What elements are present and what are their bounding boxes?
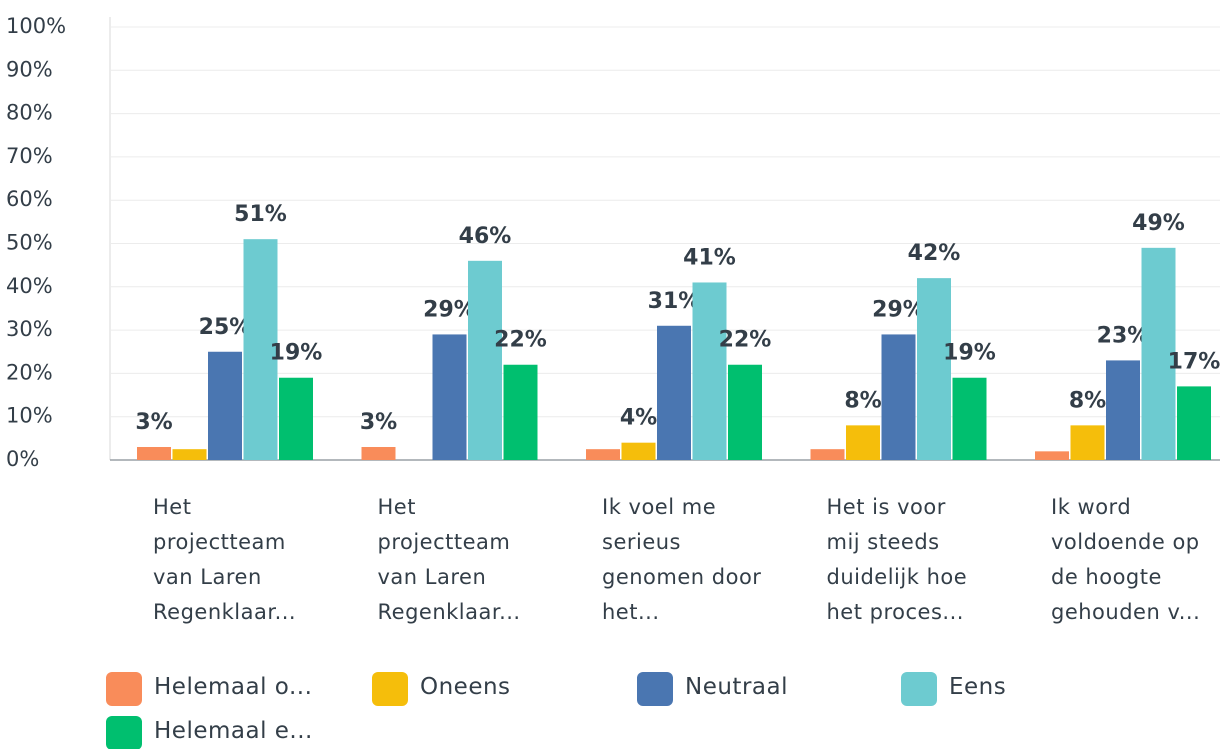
bar (1141, 247, 1176, 460)
legend-swatch (637, 672, 673, 706)
legend-swatch (901, 672, 937, 706)
bar (432, 334, 467, 460)
bar (952, 377, 987, 460)
data-label: 3% (135, 410, 172, 435)
legend-label: Neutraal (685, 674, 788, 700)
bar (586, 449, 620, 460)
legend-label: Helemaal e... (154, 718, 313, 744)
y-tick-label: 50% (6, 231, 53, 255)
bar (657, 325, 691, 460)
bar (503, 364, 538, 460)
bar (279, 377, 313, 460)
bar (1070, 425, 1105, 460)
legend-label: Eens (949, 674, 1007, 700)
x-tick-label: Ik word voldoende op de hoogte gehouden … (1051, 495, 1201, 624)
y-tick-label: 10% (6, 404, 53, 428)
data-label: 8% (1069, 388, 1106, 413)
data-label: 31% (648, 289, 701, 314)
data-label: 4% (620, 406, 657, 431)
bar (1035, 451, 1069, 460)
y-tick-label: 60% (6, 187, 53, 211)
bar (728, 364, 762, 460)
bar (846, 425, 880, 460)
bar (881, 334, 916, 460)
data-label: 3% (360, 410, 397, 435)
bar (917, 278, 951, 460)
data-label: 51% (234, 202, 287, 227)
x-tick-label: Het projectteam van Laren Regenklaar... (153, 495, 297, 624)
x-tick-label: Het projectteam van Laren Regenklaar... (377, 495, 521, 624)
legend-swatch (106, 716, 142, 749)
data-label: 25% (199, 315, 252, 340)
data-label: 22% (494, 328, 547, 353)
y-tick-label: 40% (6, 274, 53, 298)
legend-label: Helemaal o... (154, 674, 313, 700)
data-label: 22% (719, 328, 772, 353)
data-label: 19% (943, 341, 996, 366)
bar (1177, 386, 1211, 460)
legend-swatch (106, 672, 142, 706)
y-tick-label: 100% (6, 14, 66, 38)
bar (208, 351, 242, 460)
data-label: 41% (683, 245, 736, 270)
bar (361, 447, 396, 460)
data-label: 8% (844, 388, 881, 413)
bar (468, 260, 502, 460)
bar (243, 239, 278, 460)
y-tick-label: 80% (6, 101, 53, 125)
bar (621, 442, 656, 460)
data-label: 42% (908, 241, 961, 266)
bar (172, 449, 207, 460)
bar (137, 447, 171, 460)
data-label: 49% (1132, 211, 1185, 236)
data-label: 29% (872, 297, 925, 322)
y-tick-label: 20% (6, 360, 53, 384)
y-tick-label: 70% (6, 144, 53, 168)
data-label: 23% (1097, 323, 1150, 348)
legend-swatch (372, 672, 408, 706)
data-label: 46% (459, 224, 512, 249)
x-tick-label: Ik voel me serieus genomen door het... (602, 495, 762, 624)
bar (692, 282, 727, 460)
data-label: 19% (270, 341, 323, 366)
y-tick-label: 0% (6, 447, 39, 471)
bar (1106, 360, 1140, 460)
y-tick-label: 30% (6, 317, 53, 341)
bar (810, 449, 845, 460)
x-tick-label: Het is voor mij steeds duidelijk hoe het… (826, 495, 968, 624)
y-tick-label: 90% (6, 57, 53, 81)
data-label: 17% (1168, 349, 1220, 374)
legend-label: Oneens (420, 674, 511, 700)
data-label: 29% (423, 297, 476, 322)
